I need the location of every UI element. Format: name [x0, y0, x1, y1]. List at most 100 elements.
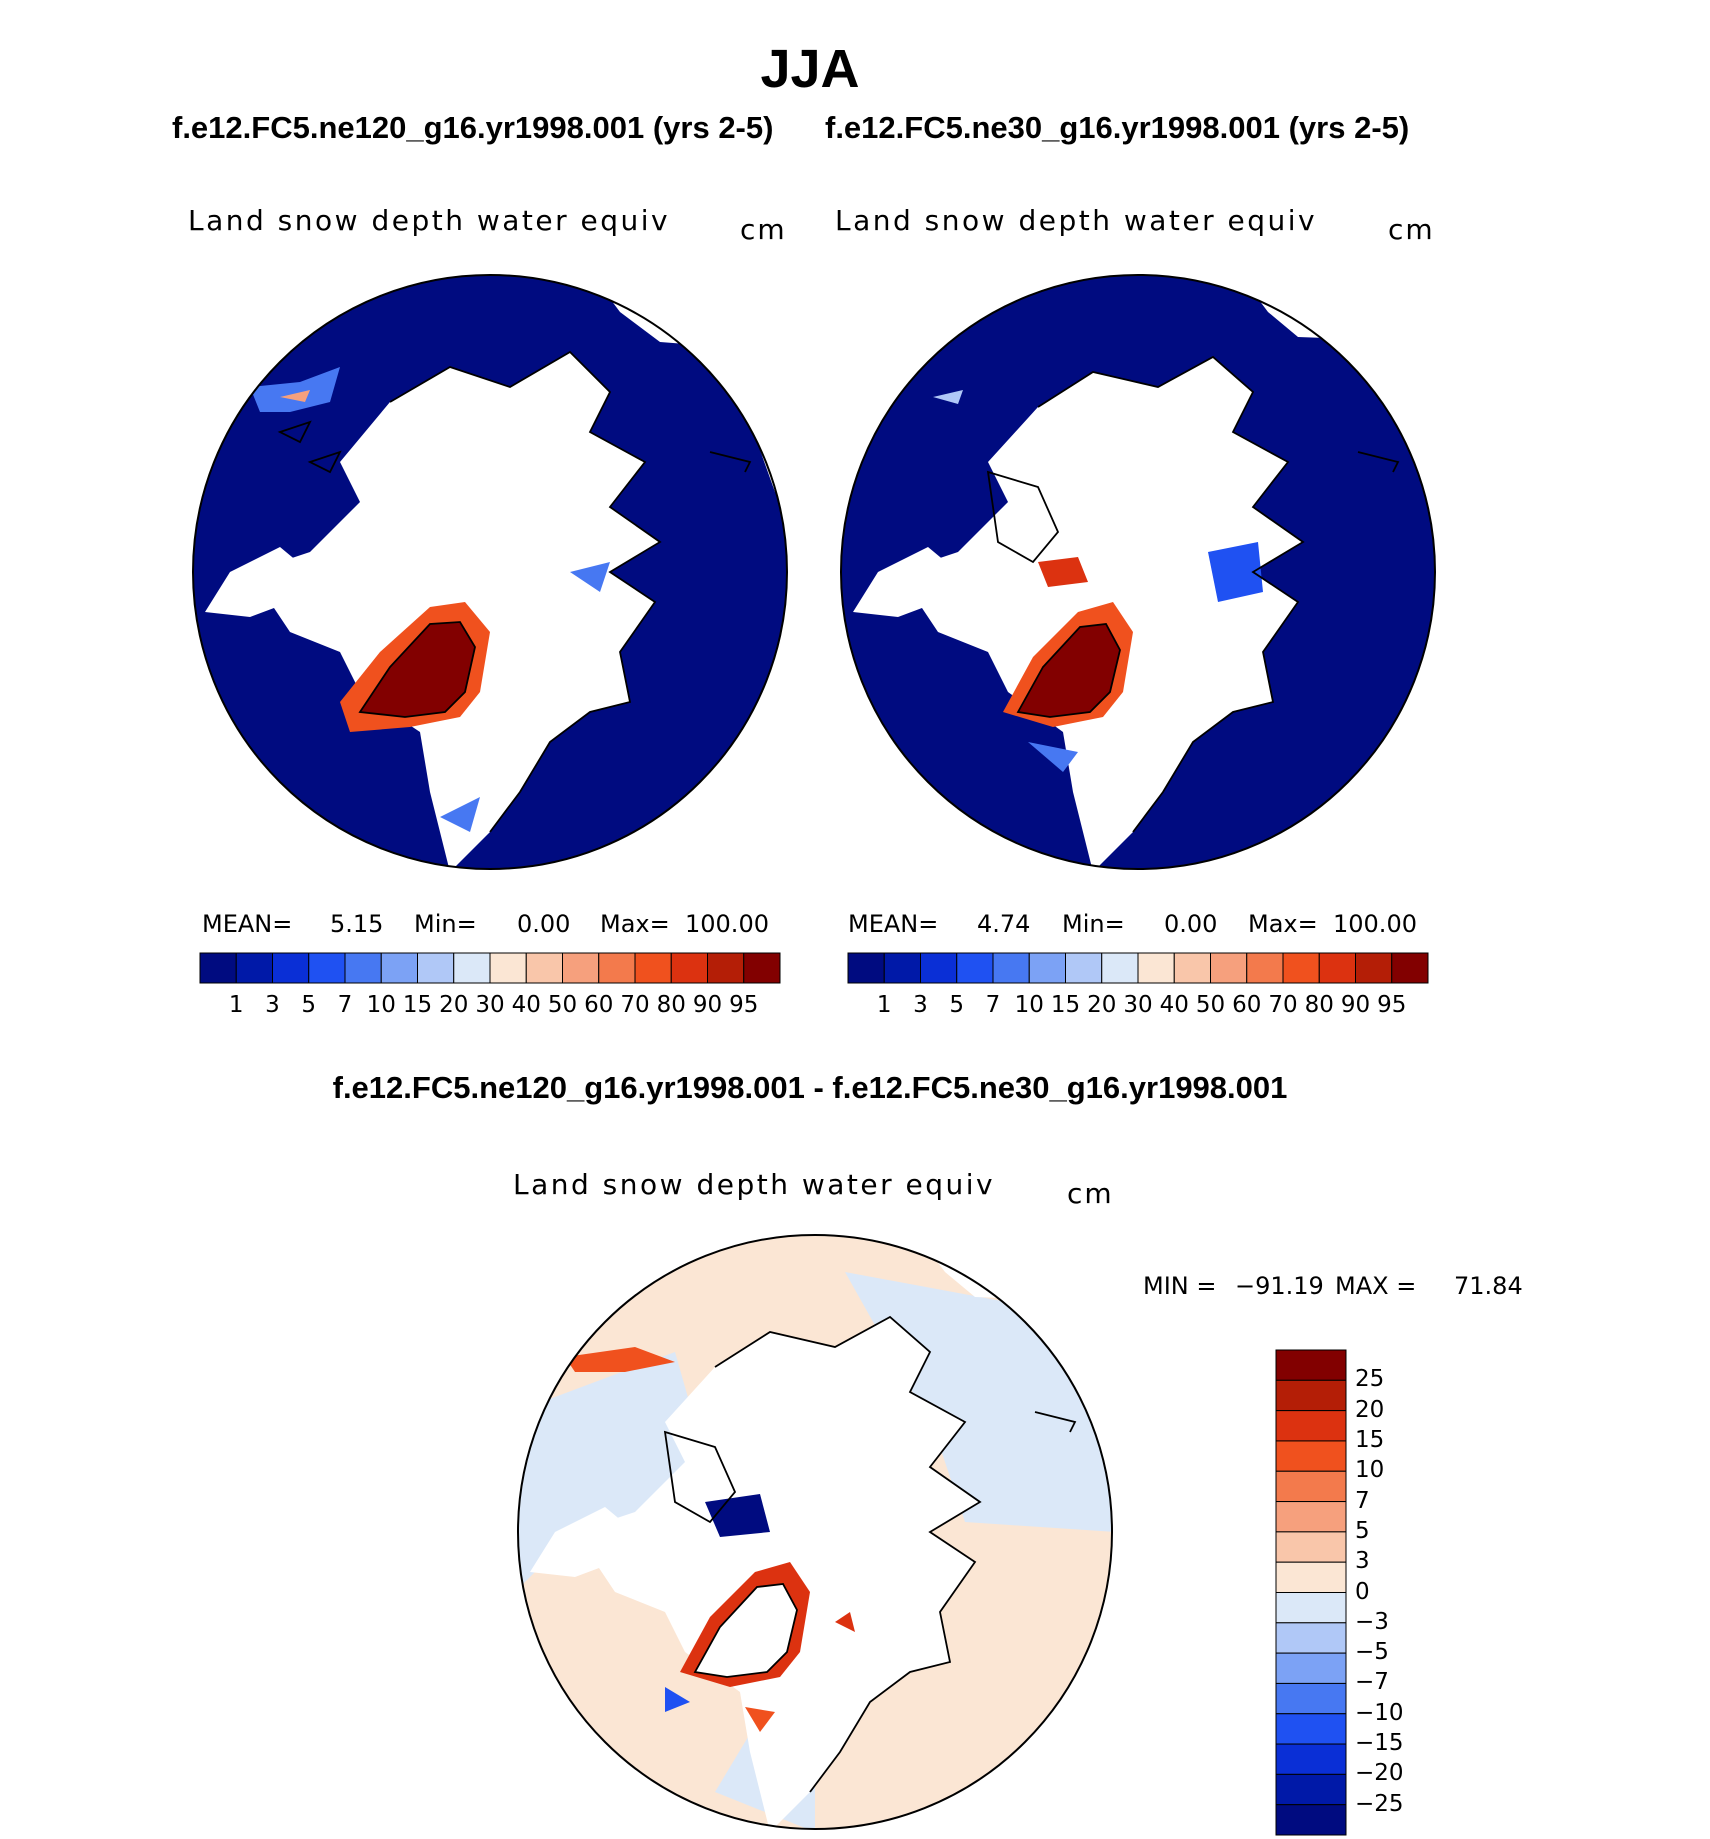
diff-max-label: MAX = [1335, 1272, 1417, 1300]
colorbar-tick-label: 0 [1355, 1578, 1370, 1605]
colorbar-tick-label: 20 [1087, 992, 1117, 1018]
diff-max-value: 71.84 [1454, 1272, 1523, 1300]
colorbar-tick-label: 95 [1377, 992, 1407, 1018]
colorbar-swatch [920, 952, 958, 984]
greenland-core-left [360, 622, 475, 717]
colorbar-swatch [847, 952, 885, 984]
colorbar-tick-label: 15 [1355, 1426, 1385, 1453]
colorbar-tick-label: 40 [511, 992, 541, 1018]
colorbar-swatch [1246, 952, 1284, 984]
colorbar-left [199, 952, 781, 984]
colorbar-swatch [417, 952, 455, 984]
colorbar-tick-label: 5 [301, 992, 317, 1018]
min-value-left: 0.00 [517, 910, 571, 938]
colorbar-tick-label: 60 [584, 992, 614, 1018]
greenland-core-right [1018, 624, 1120, 717]
difference-title: f.e12.FC5.ne120_g16.yr1998.001 - f.e12.F… [332, 1070, 1288, 1105]
colorbar-swatch [1275, 1713, 1347, 1745]
colorbar-swatch [1065, 952, 1103, 984]
diff-min-value: −91.19 [1235, 1272, 1324, 1300]
colorbar-tick-label: −5 [1355, 1639, 1389, 1666]
colorbar-swatch [453, 952, 491, 984]
colorbar-tick-label: 10 [366, 992, 396, 1018]
colorbar-tick-label: 3 [1355, 1548, 1370, 1575]
colorbar-tick-label: 1 [228, 992, 244, 1018]
colorbar-tick-label: −3 [1355, 1608, 1389, 1635]
colorbar-tick-label: 25 [1355, 1366, 1385, 1393]
colorbar-swatch [1028, 952, 1066, 984]
colorbar-tick-label: 90 [692, 992, 723, 1018]
colorbar-tick-label: 30 [475, 992, 505, 1018]
colorbar-tick-label: 50 [1195, 992, 1226, 1018]
colorbar-tick-label: 90 [1340, 992, 1371, 1018]
map-border-right [840, 274, 1436, 870]
units-label-right: cm [1388, 213, 1435, 246]
colorbar-swatch [199, 952, 237, 984]
colorbar-swatch [1210, 952, 1248, 984]
mean-label-left: MEAN= [202, 910, 293, 938]
colorbar-swatch [634, 952, 672, 984]
colorbar-swatch [562, 952, 600, 984]
colorbar-tick-label: 3 [265, 992, 280, 1018]
colorbar-tick-label: 20 [439, 992, 469, 1018]
colorbar-tick-label: −20 [1355, 1760, 1404, 1787]
colorbar-swatch [1275, 1652, 1347, 1684]
colorbar-swatch [598, 952, 636, 984]
colorbar-swatch [1275, 1440, 1347, 1472]
colorbar-swatch [992, 952, 1030, 984]
colorbar-tick-label: 10 [1355, 1457, 1385, 1484]
units-label-left: cm [740, 213, 787, 246]
min-label-right: Min= [1062, 910, 1125, 938]
colorbar-swatch [1275, 1804, 1347, 1836]
colorbar-tick-label: 80 [656, 992, 686, 1018]
map-border-left [192, 274, 788, 870]
max-value-left: 100.00 [685, 910, 769, 938]
colorbar-tick-label: 15 [1050, 992, 1081, 1018]
colorbar-tick-label: −7 [1355, 1669, 1389, 1696]
colorbar-swatch [1391, 952, 1429, 984]
colorbar-swatch [525, 952, 563, 984]
colorbar-swatch [489, 952, 527, 984]
colorbar-swatch [235, 952, 273, 984]
colorbar-swatch [344, 952, 382, 984]
season-title: JJA [760, 39, 860, 99]
diff-min-label: MIN = [1143, 1272, 1217, 1300]
colorbar-tick-label: 80 [1304, 992, 1334, 1018]
colorbar-swatch [670, 952, 708, 984]
colorbar-swatch [1275, 1501, 1347, 1533]
colorbar-tick-label: 40 [1159, 992, 1189, 1018]
colorbar-swatch [1275, 1379, 1347, 1412]
colorbar-swatch [956, 952, 994, 984]
colorbar-tick-label: 7 [985, 992, 1001, 1018]
colorbar-swatch [1275, 1773, 1347, 1806]
colorbar-difference [1275, 1349, 1347, 1836]
colorbar-tick-label: 60 [1232, 992, 1262, 1018]
colorbar-swatch [1275, 1531, 1347, 1563]
polar-map-left [192, 274, 788, 870]
case-title-left: f.e12.FC5.ne120_g16.yr1998.001 (yrs 2-5) [172, 110, 774, 145]
colorbar-swatch [1275, 1410, 1347, 1442]
hudson-bay-left [205, 547, 310, 617]
colorbar-tick-label: 95 [729, 992, 759, 1018]
colorbar-swatch [1282, 952, 1320, 984]
colorbar-swatch [883, 952, 921, 984]
colorbar-swatch [743, 952, 781, 984]
mean-label-right: MEAN= [848, 910, 939, 938]
colorbar-tick-label: 7 [1355, 1487, 1370, 1514]
colorbar-swatch [1275, 1743, 1347, 1775]
colorbar-right [847, 952, 1429, 984]
mean-value-right: 4.74 [977, 910, 1031, 938]
colorbar-swatch [380, 952, 418, 984]
colorbar-swatch [1137, 952, 1175, 984]
case-title-right: f.e12.FC5.ne30_g16.yr1998.001 (yrs 2-5) [825, 110, 1410, 145]
colorbar-tick-label: −15 [1355, 1730, 1404, 1757]
colorbar-swatch [1275, 1561, 1347, 1593]
colorbar-tick-label: 7 [337, 992, 353, 1018]
greenland-core-diff [695, 1584, 797, 1677]
colorbar-swatch [707, 952, 745, 984]
colorbar-tick-label: 5 [1355, 1517, 1370, 1544]
colorbar-swatch [1275, 1470, 1347, 1503]
colorbar-swatch [308, 952, 346, 984]
colorbar-swatch [1275, 1622, 1347, 1654]
polar-map-difference [517, 1234, 1113, 1830]
